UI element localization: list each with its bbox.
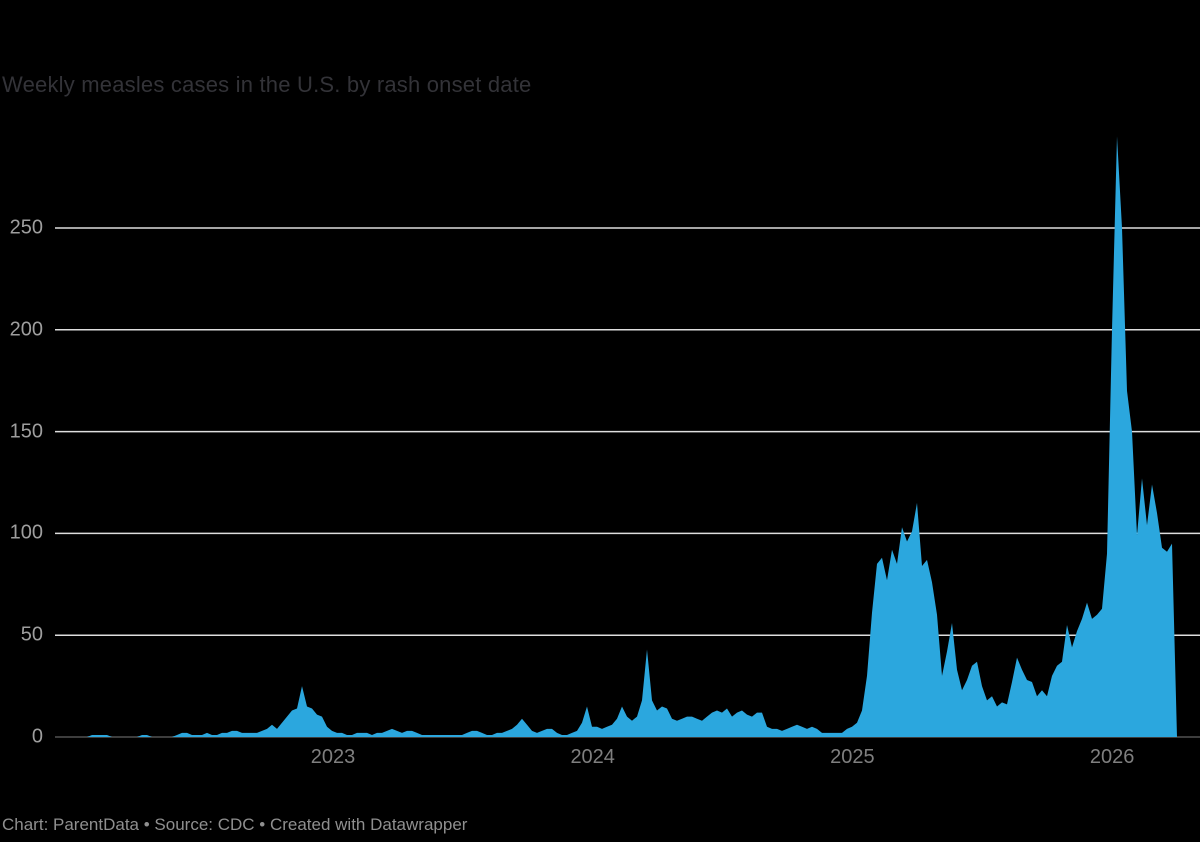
x-tick-label: 2026 [1089,746,1135,768]
y-tick-label: 250 [9,216,43,239]
y-tick-label: 0 [31,725,43,748]
x-tick-label: 2023 [310,746,356,768]
footer-attribution: Chart: ParentData • Source: CDC • Create… [2,815,468,834]
y-tick-label: 200 [9,318,43,341]
x-tick-label: 2024 [570,746,615,768]
chart-title: Weekly measles cases in the U.S. by rash… [2,72,532,97]
area-series [57,136,1177,737]
x-tick-label: 2025 [830,746,875,768]
y-tick-label: 50 [20,623,43,646]
y-tick-label: 100 [9,521,43,544]
y-tick-label: 150 [9,420,43,443]
